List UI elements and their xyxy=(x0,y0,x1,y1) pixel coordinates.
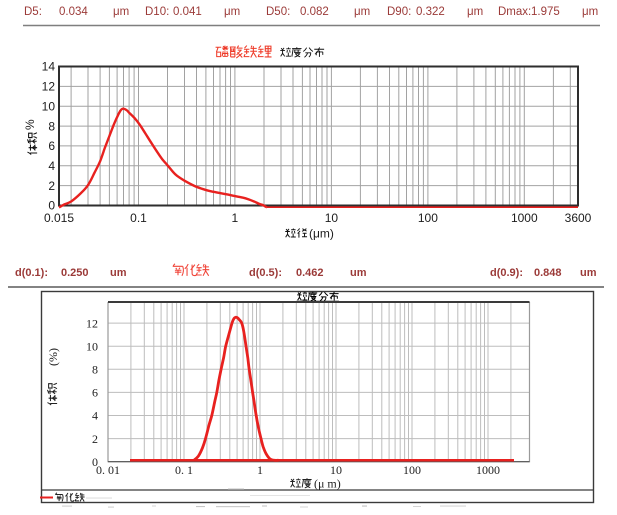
svg-text:10: 10 xyxy=(86,339,98,353)
svg-text:2: 2 xyxy=(92,432,98,446)
svg-text:6: 6 xyxy=(92,386,98,400)
svg-text:0.322: 0.322 xyxy=(416,6,445,18)
svg-text:3600: 3600 xyxy=(565,211,592,225)
svg-text:(μ m): (μ m) xyxy=(314,477,341,491)
svg-text:(μm): (μm) xyxy=(309,227,334,241)
svg-text:μm: μm xyxy=(467,6,483,18)
svg-text:μm: μm xyxy=(224,6,240,18)
svg-text:D5:: D5: xyxy=(24,6,42,18)
svg-text:6: 6 xyxy=(48,139,55,153)
svg-text:1000: 1000 xyxy=(476,463,500,477)
svg-text:0. 01: 0. 01 xyxy=(96,463,120,477)
svg-text:10: 10 xyxy=(42,99,56,113)
svg-text:0.015: 0.015 xyxy=(44,211,74,225)
svg-text:0.250: 0.250 xyxy=(61,267,89,279)
svg-text:0.082: 0.082 xyxy=(300,6,329,18)
svg-text:0: 0 xyxy=(92,455,98,469)
svg-text:8: 8 xyxy=(92,363,98,377)
svg-text:1: 1 xyxy=(232,211,239,225)
svg-text:0. 1: 0. 1 xyxy=(175,463,193,477)
svg-text:2: 2 xyxy=(48,179,55,193)
svg-text:Dmax:: Dmax: xyxy=(498,6,531,18)
svg-text:0: 0 xyxy=(48,199,55,213)
svg-text:D90:: D90: xyxy=(387,6,411,18)
svg-text:10: 10 xyxy=(325,211,339,225)
svg-text:μm: μm xyxy=(354,6,370,18)
svg-text:12: 12 xyxy=(86,316,98,330)
svg-text:d(0.1):: d(0.1): xyxy=(15,267,48,279)
svg-text:D10:: D10: xyxy=(145,6,169,18)
svg-text:um: um xyxy=(110,267,127,279)
svg-text:100: 100 xyxy=(418,211,438,225)
svg-text:0.848: 0.848 xyxy=(534,267,562,279)
svg-text:12: 12 xyxy=(42,80,56,94)
svg-text:d(0.5):: d(0.5): xyxy=(249,267,282,279)
svg-text:8: 8 xyxy=(48,119,55,133)
svg-text:0.034: 0.034 xyxy=(59,6,88,18)
svg-text:%: % xyxy=(23,119,37,130)
svg-text:10: 10 xyxy=(330,463,342,477)
svg-text:1000: 1000 xyxy=(511,211,538,225)
svg-text:4: 4 xyxy=(48,159,55,173)
svg-text:1.975: 1.975 xyxy=(531,6,560,18)
svg-text:um: um xyxy=(580,267,597,279)
svg-text:0.462: 0.462 xyxy=(296,267,324,279)
svg-text:D50:: D50: xyxy=(266,6,290,18)
svg-text:1: 1 xyxy=(257,463,263,477)
svg-text:0.1: 0.1 xyxy=(130,211,147,225)
svg-text:μm: μm xyxy=(582,6,598,18)
svg-text:100: 100 xyxy=(403,463,421,477)
svg-text:d(0.9):: d(0.9): xyxy=(490,267,523,279)
svg-text:um: um xyxy=(350,267,367,279)
svg-text:μm: μm xyxy=(113,6,129,18)
svg-text:(%): (%) xyxy=(46,348,60,366)
svg-text:14: 14 xyxy=(42,60,56,74)
svg-text:0.041: 0.041 xyxy=(173,6,202,18)
svg-text:4: 4 xyxy=(92,409,98,423)
